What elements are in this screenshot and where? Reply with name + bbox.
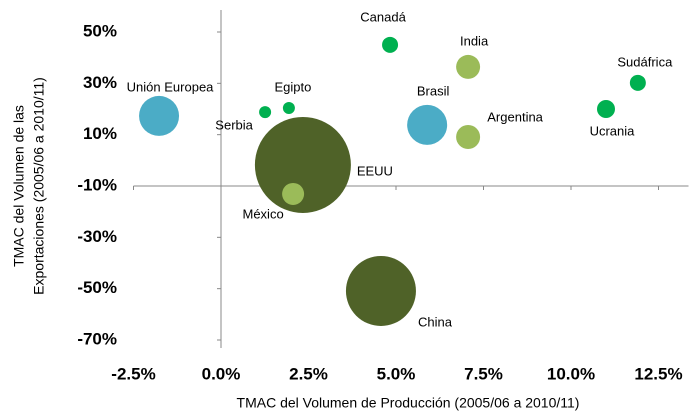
x-tick-label: 12.5%	[634, 364, 682, 383]
x-tick-label: 0.0%	[202, 364, 241, 383]
bubble	[345, 255, 416, 326]
y-tick-label: 30%	[83, 73, 117, 92]
point-label: Ucrania	[590, 123, 636, 138]
bubble	[629, 74, 646, 91]
x-axis-title: TMAC del Volumen de Producción (2005/06 …	[237, 395, 580, 411]
y-tick-label: -30%	[77, 227, 117, 246]
bubble	[456, 54, 481, 79]
x-tick-label: 10.0%	[547, 364, 595, 383]
x-tick-label: 7.5%	[464, 364, 503, 383]
point-label: Sudáfrica	[617, 54, 673, 69]
bubble	[139, 95, 180, 136]
point-label: India	[460, 33, 489, 48]
bubble	[382, 36, 399, 53]
bubble	[456, 124, 481, 149]
bubble	[597, 100, 615, 118]
y-axis-title: TMAC del Volumen de las	[11, 105, 27, 267]
point-label: Serbia	[215, 118, 253, 133]
y-tick-label: -10%	[77, 175, 117, 194]
y-tick-label: -70%	[77, 329, 117, 348]
point-label: EEUU	[357, 163, 393, 178]
bubble	[254, 116, 351, 213]
bubble	[282, 182, 305, 205]
point-label: Canadá	[360, 9, 406, 24]
x-tick-label: 5.0%	[377, 364, 416, 383]
x-tick-label: -2.5%	[111, 364, 155, 383]
x-tick-label: 2.5%	[289, 364, 328, 383]
point-label: Egipto	[274, 79, 311, 94]
point-label: México	[243, 206, 284, 221]
bubble	[282, 101, 295, 114]
point-label: China	[418, 314, 453, 329]
point-label: Brasil	[417, 83, 450, 98]
point-label: Unión Europea	[127, 79, 214, 94]
y-tick-label: 10%	[83, 124, 117, 143]
bubble	[407, 104, 448, 145]
bubble	[259, 106, 272, 119]
y-axis-title: Exportaciones (2005/06 a 2010/11)	[31, 77, 47, 295]
point-label: Argentina	[487, 109, 543, 124]
y-tick-label: -50%	[77, 278, 117, 297]
y-tick-label: 50%	[83, 21, 117, 40]
